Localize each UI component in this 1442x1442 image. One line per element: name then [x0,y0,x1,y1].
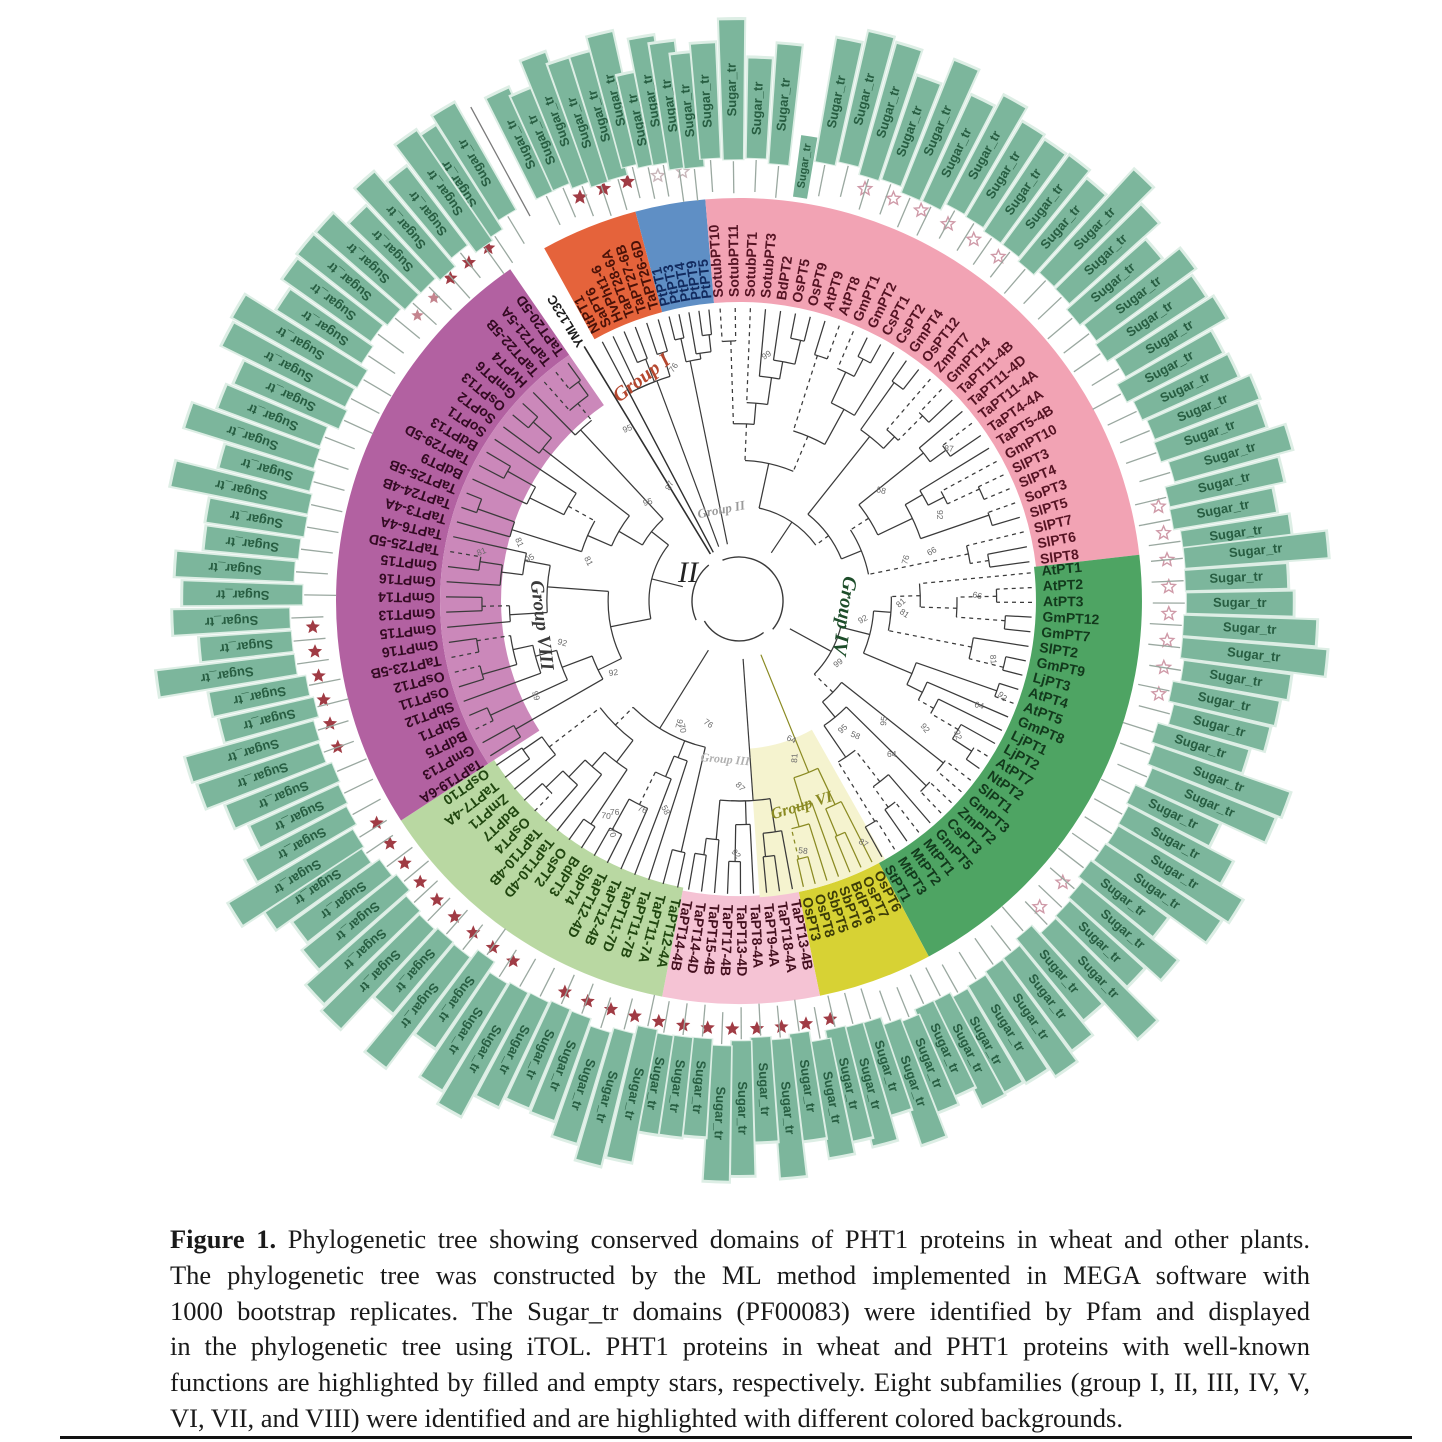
svg-text:GmPT16: GmPT16 [381,637,440,661]
svg-text:GmPT13: GmPT13 [378,606,436,624]
svg-text:Sugar_tr: Sugar_tr [1226,644,1281,665]
svg-text:AtPT1: AtPT1 [1041,559,1083,579]
svg-text:Sugar_tr: Sugar_tr [749,81,766,135]
svg-text:81: 81 [988,654,999,665]
svg-text:Sugar_tr: Sugar_tr [1213,595,1267,610]
svg-text:70: 70 [677,723,689,734]
svg-text:SotubPT3: SotubPT3 [757,232,779,299]
svg-text:Sugar_tr: Sugar_tr [219,637,274,657]
svg-text:Sugar_tr: Sugar_tr [205,613,259,630]
svg-text:81: 81 [475,545,488,558]
svg-text:Sugar_tr: Sugar_tr [1209,568,1263,585]
svg-text:58: 58 [659,803,672,816]
svg-text:Sugar_tr: Sugar_tr [677,83,697,138]
svg-text:GmPT16: GmPT16 [378,571,436,591]
svg-text:58: 58 [876,484,888,496]
svg-text:92: 92 [935,510,945,520]
svg-text:66: 66 [925,544,938,558]
svg-text:TaPT15-4B: TaPT15-4B [701,903,723,975]
svg-text:87: 87 [663,479,676,492]
svg-text:Sugar_tr: Sugar_tr [773,77,793,132]
svg-text:GmPT14: GmPT14 [378,589,435,606]
svg-text:GmPT15: GmPT15 [379,622,437,643]
svg-text:TaPT13-4D: TaPT13-4D [734,905,750,976]
svg-text:Sugar_tr: Sugar_tr [1208,522,1263,544]
svg-text:SlPT2: SlPT2 [1038,639,1079,661]
svg-text:92: 92 [608,667,619,678]
svg-text:Sugar_tr: Sugar_tr [667,1059,689,1114]
svg-text:TaPT17-4B: TaPT17-4B [718,905,737,977]
svg-text:Sugar_tr: Sugar_tr [225,534,280,555]
svg-text:58: 58 [798,845,809,856]
svg-text:GmPT7: GmPT7 [1041,624,1092,645]
svg-text:TaPT9-4A: TaPT9-4A [761,903,783,968]
svg-text:PtPT5: PtPT5 [694,258,714,299]
svg-text:AtPT3: AtPT3 [1043,593,1084,609]
svg-text:SlPT8: SlPT8 [1039,546,1080,567]
svg-text:PtPT4: PtPT4 [671,261,694,303]
svg-text:95: 95 [621,422,634,435]
svg-text:92: 92 [952,729,964,741]
svg-text:64: 64 [785,733,798,746]
svg-text:SlPT6: SlPT6 [1036,528,1077,551]
svg-text:SotubPT11: SotubPT11 [725,224,742,297]
svg-text:TaPT8-4A: TaPT8-4A [747,904,766,968]
svg-text:BdPT2: BdPT2 [773,255,795,301]
svg-text:95: 95 [878,715,889,726]
svg-text:Sugar_tr: Sugar_tr [1223,619,1277,637]
svg-text:Group III: Group III [700,750,751,768]
svg-text:92: 92 [856,612,869,625]
svg-text:76: 76 [673,718,685,730]
svg-text:Sugar_tr: Sugar_tr [711,1086,728,1140]
svg-text:92: 92 [556,636,568,648]
svg-text:81: 81 [513,536,526,549]
svg-text:PtPT9: PtPT9 [683,259,704,301]
svg-text:76: 76 [636,803,649,816]
svg-text:Sugar_tr: Sugar_tr [208,560,262,579]
svg-text:64: 64 [887,749,897,759]
svg-text:Sugar_tr: Sugar_tr [724,63,740,117]
svg-text:Sugar_tr: Sugar_tr [690,1060,709,1115]
svg-text:GmPT12: GmPT12 [1042,608,1100,627]
svg-text:SotubPT10: SotubPT10 [705,224,726,298]
svg-text:GmPT15: GmPT15 [379,552,437,575]
svg-text:Sugar_tr: Sugar_tr [778,1081,798,1136]
svg-text:PtPT3: PtPT3 [659,263,683,305]
svg-text:81: 81 [789,753,799,763]
svg-text:Sugar_tr: Sugar_tr [216,587,270,603]
svg-text:58: 58 [849,729,862,742]
svg-text:99: 99 [530,690,542,702]
svg-text:95: 95 [642,496,654,508]
svg-text:Sugar_tr: Sugar_tr [1228,540,1283,560]
svg-text:Sugar_tr: Sugar_tr [797,1058,819,1113]
svg-text:76: 76 [610,807,620,817]
svg-text:II: II [677,556,700,589]
svg-text:70: 70 [601,810,612,821]
svg-text:Sugar_tr: Sugar_tr [756,1062,774,1116]
svg-text:Sugar_tr: Sugar_tr [200,664,255,686]
svg-text:87: 87 [944,443,955,454]
svg-text:76: 76 [899,553,911,565]
svg-text:64: 64 [974,699,986,711]
svg-text:70: 70 [606,827,619,839]
svg-text:SotubPT1: SotubPT1 [742,231,761,297]
svg-text:Sugar_tr: Sugar_tr [735,1081,750,1135]
svg-text:Sugar_tr: Sugar_tr [696,74,714,128]
svg-text:66: 66 [972,589,984,601]
svg-text:AtPT2: AtPT2 [1042,576,1083,594]
svg-text:81: 81 [582,554,595,567]
